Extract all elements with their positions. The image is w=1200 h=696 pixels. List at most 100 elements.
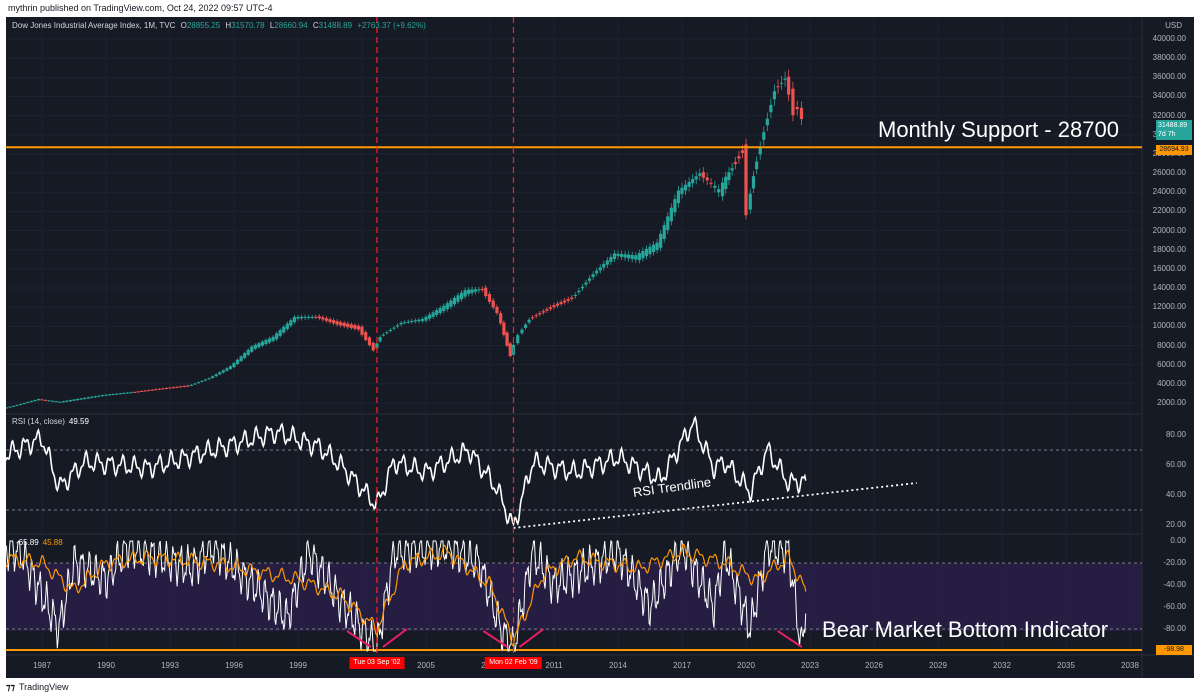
price-candle	[559, 302, 563, 305]
price-candle	[65, 400, 69, 402]
symbol-legend: Dow Jones Industrial Average Index, 1M, …	[12, 21, 426, 30]
price-candle	[487, 294, 492, 302]
price-candle	[417, 319, 421, 322]
price-candle	[427, 314, 432, 319]
price-candle	[111, 394, 115, 396]
price-candle	[680, 187, 684, 195]
price-candle	[260, 341, 265, 346]
price-tick-label: 38000.00	[1152, 53, 1186, 63]
price-candle	[182, 386, 186, 388]
time-tick-label: 2014	[609, 661, 627, 670]
price-candle	[296, 316, 300, 319]
time-tick-label: 2038	[1121, 661, 1139, 670]
time-tick-label: 1993	[161, 661, 179, 670]
price-candle	[748, 193, 752, 210]
support-price-tag: 28694.93	[1156, 145, 1192, 155]
price-candle	[378, 337, 382, 342]
price-candle	[687, 181, 691, 187]
price-candle	[72, 399, 76, 401]
price-candle	[659, 233, 663, 248]
price-candle	[616, 253, 620, 257]
price-candle	[129, 392, 133, 394]
price-candle	[627, 254, 631, 259]
price-candle	[36, 399, 41, 401]
price-candle	[147, 390, 151, 392]
price-candle	[644, 248, 649, 257]
tradingview-logo-icon: ⁊⁊	[6, 682, 15, 692]
chart-panel[interactable]: Dow Jones Industrial Average Index, 1M, …	[6, 17, 1194, 678]
price-candle	[473, 289, 478, 292]
price-candle	[694, 176, 698, 180]
price-candle	[122, 392, 126, 394]
price-tick-label: 2000.00	[1157, 398, 1186, 407]
price-candle	[11, 405, 16, 407]
price-candle	[762, 132, 766, 140]
price-candle	[179, 386, 183, 388]
price-candle	[317, 316, 321, 319]
price-candle	[15, 404, 19, 406]
time-tick-label: 2029	[929, 661, 947, 670]
support-annotation: Monthly Support - 28700	[878, 117, 1119, 142]
price-candle	[577, 290, 581, 293]
price-candle	[246, 349, 250, 355]
price-candle	[648, 246, 652, 255]
rsi-value: 49.59	[68, 417, 89, 426]
price-candle	[499, 313, 503, 324]
price-candle	[548, 307, 553, 309]
price-candle	[203, 379, 208, 381]
price-candle	[100, 395, 105, 397]
price-candle	[250, 346, 254, 352]
price-candle	[641, 250, 645, 259]
event-date-tag: Mon 02 Feb '09	[485, 657, 542, 669]
price-candle	[584, 282, 588, 285]
symbol-name: Dow Jones Industrial Average Index, 1M, …	[12, 21, 176, 30]
time-tick-label: 1987	[33, 661, 51, 670]
time-tick-label: 1996	[225, 661, 243, 670]
chart-svg[interactable]	[6, 17, 1194, 678]
price-candle	[26, 402, 30, 404]
time-tick-label: 2035	[1057, 661, 1075, 670]
price-candle	[744, 144, 748, 216]
time-tick-label: 2023	[801, 661, 819, 670]
price-candle	[655, 242, 659, 250]
price-candle	[189, 384, 193, 386]
price-candle	[505, 332, 509, 346]
price-candle	[175, 386, 179, 388]
price-candle	[563, 300, 567, 303]
price-candle	[573, 294, 577, 297]
price-candle	[733, 162, 737, 165]
time-tick-label: 1999	[289, 661, 307, 670]
price-candle	[534, 315, 538, 317]
price-tick-label: 26000.00	[1152, 168, 1186, 178]
time-tick-label: 2032	[993, 661, 1011, 670]
price-candle	[168, 387, 172, 389]
price-candle	[207, 378, 211, 380]
price-candle	[157, 388, 161, 390]
price-candle	[598, 267, 602, 271]
price-candle	[90, 396, 94, 398]
price-tick-label: 20000.00	[1152, 225, 1186, 235]
price-candle	[765, 118, 769, 126]
price-candle	[705, 177, 709, 181]
price-candle	[364, 332, 368, 341]
rsi-legend: RSI (14, close) 49.59	[12, 417, 89, 426]
price-candle	[388, 329, 393, 331]
price-tick-label: 40000.00	[1152, 34, 1186, 43]
price-tick-label: 32000.00	[1152, 110, 1186, 120]
price-candle	[508, 343, 512, 357]
price-candle	[171, 387, 176, 389]
price-candle	[459, 292, 464, 300]
price-candle	[713, 185, 717, 188]
price-candle	[758, 146, 762, 155]
time-tick-label: 2026	[865, 661, 883, 670]
price-candle	[612, 253, 617, 259]
osc-tick-label: -60.00	[1163, 602, 1186, 611]
price-candle	[435, 310, 439, 315]
price-candle	[570, 297, 574, 300]
price-candle	[22, 403, 26, 405]
price-candle	[787, 76, 791, 95]
price-candle	[403, 322, 407, 324]
price-candle	[58, 401, 62, 403]
price-candle	[566, 298, 570, 301]
osc-min-tag: -98.98	[1156, 645, 1192, 655]
